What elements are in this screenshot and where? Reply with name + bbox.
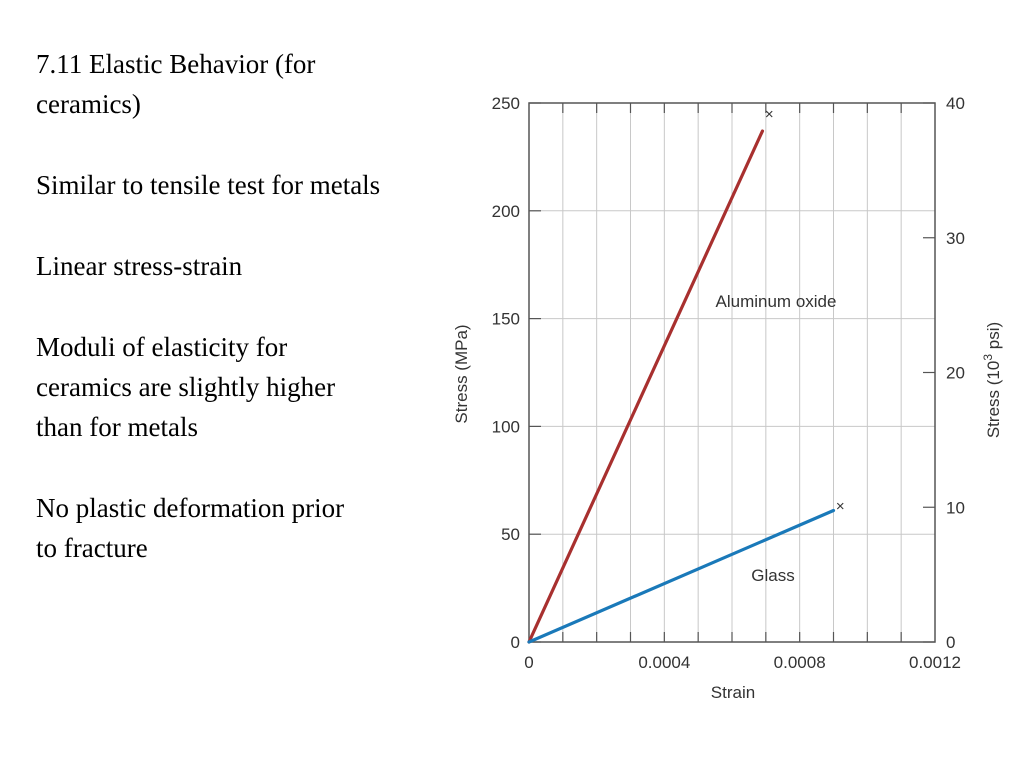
y2-axis-title-suffix: psi) bbox=[984, 322, 1003, 354]
y-tick-label: 0 bbox=[511, 633, 520, 652]
point-moduli-line3: than for metals bbox=[36, 412, 198, 442]
y2-tick-label: 0 bbox=[946, 633, 955, 652]
series-layer: ×× bbox=[527, 106, 845, 644]
series-label-glass: Glass bbox=[751, 566, 794, 585]
y2-tick-label: 10 bbox=[946, 498, 965, 517]
fracture-marker-aluminum-oxide: × bbox=[765, 106, 774, 123]
label-layer: 0 50 100 150 200 250 0 10 20 30 40 0 0.0004 0.0008 0.0… bbox=[492, 94, 965, 672]
point-moduli-of-elasticity: Moduli of elasticity for ceramics are sl… bbox=[36, 327, 476, 447]
y-tick-label: 100 bbox=[492, 417, 520, 436]
y2-axis-title-superscript: 3 bbox=[981, 354, 995, 361]
plot-frame bbox=[528, 102, 936, 643]
y-tick-label: 200 bbox=[492, 202, 520, 221]
x-tick-label: 0.0008 bbox=[774, 653, 826, 672]
y2-axis-title-prefix: Stress (10 bbox=[984, 361, 1003, 438]
point-moduli-line1: Moduli of elasticity for bbox=[36, 332, 288, 362]
x-tick-label: 0.0004 bbox=[638, 653, 690, 672]
x-tick-label: 0.0012 bbox=[909, 653, 961, 672]
slide-text: 7.11 Elastic Behavior (for ceramics) Sim… bbox=[36, 44, 476, 568]
x-axis-title: Strain bbox=[711, 683, 755, 702]
y2-axis-title: Stress (103 psi) bbox=[981, 322, 1003, 438]
point-no-plastic-line2: to fracture bbox=[36, 533, 148, 563]
y-axis-title: Stress (MPa) bbox=[452, 324, 471, 423]
slide-title-line2: ceramics) bbox=[36, 89, 141, 119]
y-tick-label: 250 bbox=[492, 94, 520, 113]
slide-title-line1: 7.11 Elastic Behavior (for bbox=[36, 49, 316, 79]
x-tick-label: 0 bbox=[524, 653, 533, 672]
grid-layer bbox=[529, 103, 935, 642]
point-no-plastic-line1: No plastic deformation prior bbox=[36, 493, 345, 523]
y2-tick-label: 30 bbox=[946, 229, 965, 248]
series-line-aluminum-oxide bbox=[527, 129, 765, 644]
series-label-aluminum-oxide: Aluminum oxide bbox=[716, 292, 837, 311]
y2-tick-label: 40 bbox=[946, 94, 965, 113]
y-tick-label: 150 bbox=[492, 310, 520, 329]
point-tensile-test: Similar to tensile test for metals bbox=[36, 170, 381, 200]
y2-tick-label: 20 bbox=[946, 364, 965, 383]
series-line-glass bbox=[527, 508, 836, 644]
slide-title: 7.11 Elastic Behavior (for ceramics) bbox=[36, 44, 476, 124]
point-moduli-line2: ceramics are slightly higher bbox=[36, 372, 336, 402]
point-linear-stress-strain: Linear stress-strain bbox=[36, 251, 243, 281]
y-tick-label: 50 bbox=[501, 525, 520, 544]
fracture-marker-glass: × bbox=[836, 498, 845, 515]
point-no-plastic-deformation: No plastic deformation prior to fracture bbox=[36, 488, 476, 568]
